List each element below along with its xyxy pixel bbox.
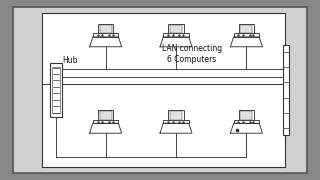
Text: Hub: Hub — [62, 56, 78, 65]
Bar — [93, 33, 118, 37]
Bar — [234, 120, 259, 123]
Bar — [239, 24, 254, 34]
Polygon shape — [90, 37, 122, 47]
Bar — [98, 24, 113, 34]
Bar — [168, 24, 184, 34]
Bar — [170, 25, 182, 33]
Polygon shape — [160, 123, 192, 133]
Bar — [170, 111, 182, 120]
Bar — [163, 120, 189, 123]
Bar — [283, 45, 289, 135]
Bar — [240, 25, 252, 33]
Bar — [50, 63, 61, 117]
Text: LAN connecting
6 Computers: LAN connecting 6 Computers — [162, 44, 222, 64]
Polygon shape — [230, 37, 262, 47]
Bar — [93, 120, 118, 123]
Bar — [98, 110, 113, 121]
Bar — [52, 67, 60, 113]
Bar — [234, 33, 259, 37]
Bar — [240, 111, 252, 120]
Polygon shape — [230, 123, 262, 133]
Bar — [239, 110, 254, 121]
Bar — [100, 111, 112, 120]
Bar — [42, 13, 285, 167]
Bar — [100, 25, 112, 33]
Polygon shape — [90, 123, 122, 133]
Bar — [42, 84, 285, 167]
Polygon shape — [160, 37, 192, 47]
Bar — [163, 33, 189, 37]
Bar — [168, 110, 184, 121]
